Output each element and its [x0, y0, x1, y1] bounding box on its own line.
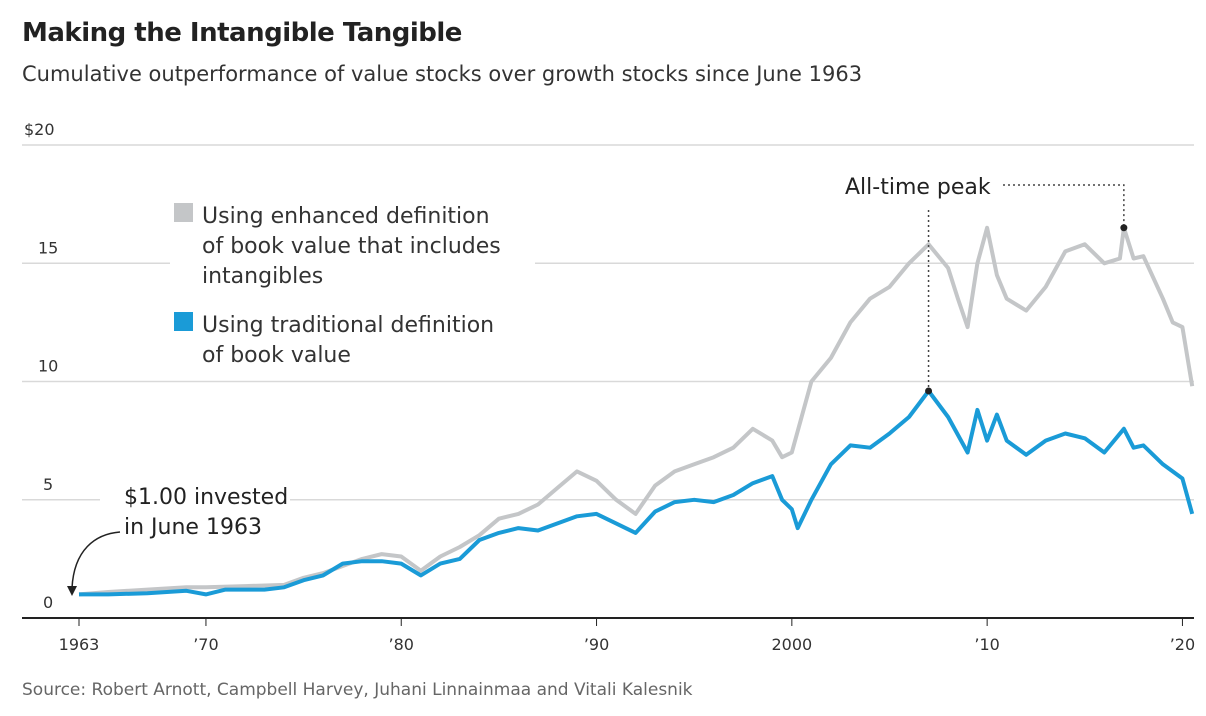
legend-label: of book value [202, 343, 351, 368]
x-tick-label: 2000 [771, 635, 812, 654]
legend-swatch [174, 312, 193, 331]
legend-label: Using traditional definition [202, 313, 494, 338]
peak-annotation: All-time peak [845, 175, 991, 200]
legend-swatch [174, 203, 193, 222]
y-tick-label: $20 [24, 120, 55, 139]
legend-label: of book value that includes [202, 234, 501, 259]
y-tick-label: 5 [43, 475, 53, 494]
annotation-background [100, 478, 290, 538]
legend-background [170, 195, 535, 375]
start-annotation: in June 1963 [124, 515, 262, 540]
chart-subtitle: Cumulative outperformance of value stock… [22, 62, 863, 86]
series-line-traditional [79, 389, 1195, 597]
y-tick-label: 10 [38, 357, 58, 376]
y-tick-label: 15 [38, 238, 58, 257]
series-line-enhanced [78, 225, 1195, 597]
x-tick-label: ’10 [974, 635, 999, 654]
peak-leader-line [1003, 184, 1125, 228]
x-tick-label: ’90 [584, 635, 609, 654]
peak-marker [1120, 224, 1128, 232]
start-annotation: $1.00 invested [124, 485, 288, 510]
chart-title: Making the Intangible Tangible [22, 18, 462, 48]
legend-label: Using enhanced definition [202, 204, 490, 229]
legend-label: intangibles [202, 264, 323, 289]
source-note: Source: Robert Arnott, Campbell Harvey, … [22, 680, 693, 700]
x-tick-label: ’20 [1170, 635, 1195, 654]
x-tick-label: ’70 [193, 635, 218, 654]
x-tick-label: ’80 [389, 635, 414, 654]
peak-marker [925, 387, 933, 395]
arrow-head-icon [67, 586, 77, 596]
start-arrow-line [71, 531, 121, 589]
x-tick-label: 1963 [59, 635, 100, 654]
y-tick-label: 0 [43, 593, 53, 612]
